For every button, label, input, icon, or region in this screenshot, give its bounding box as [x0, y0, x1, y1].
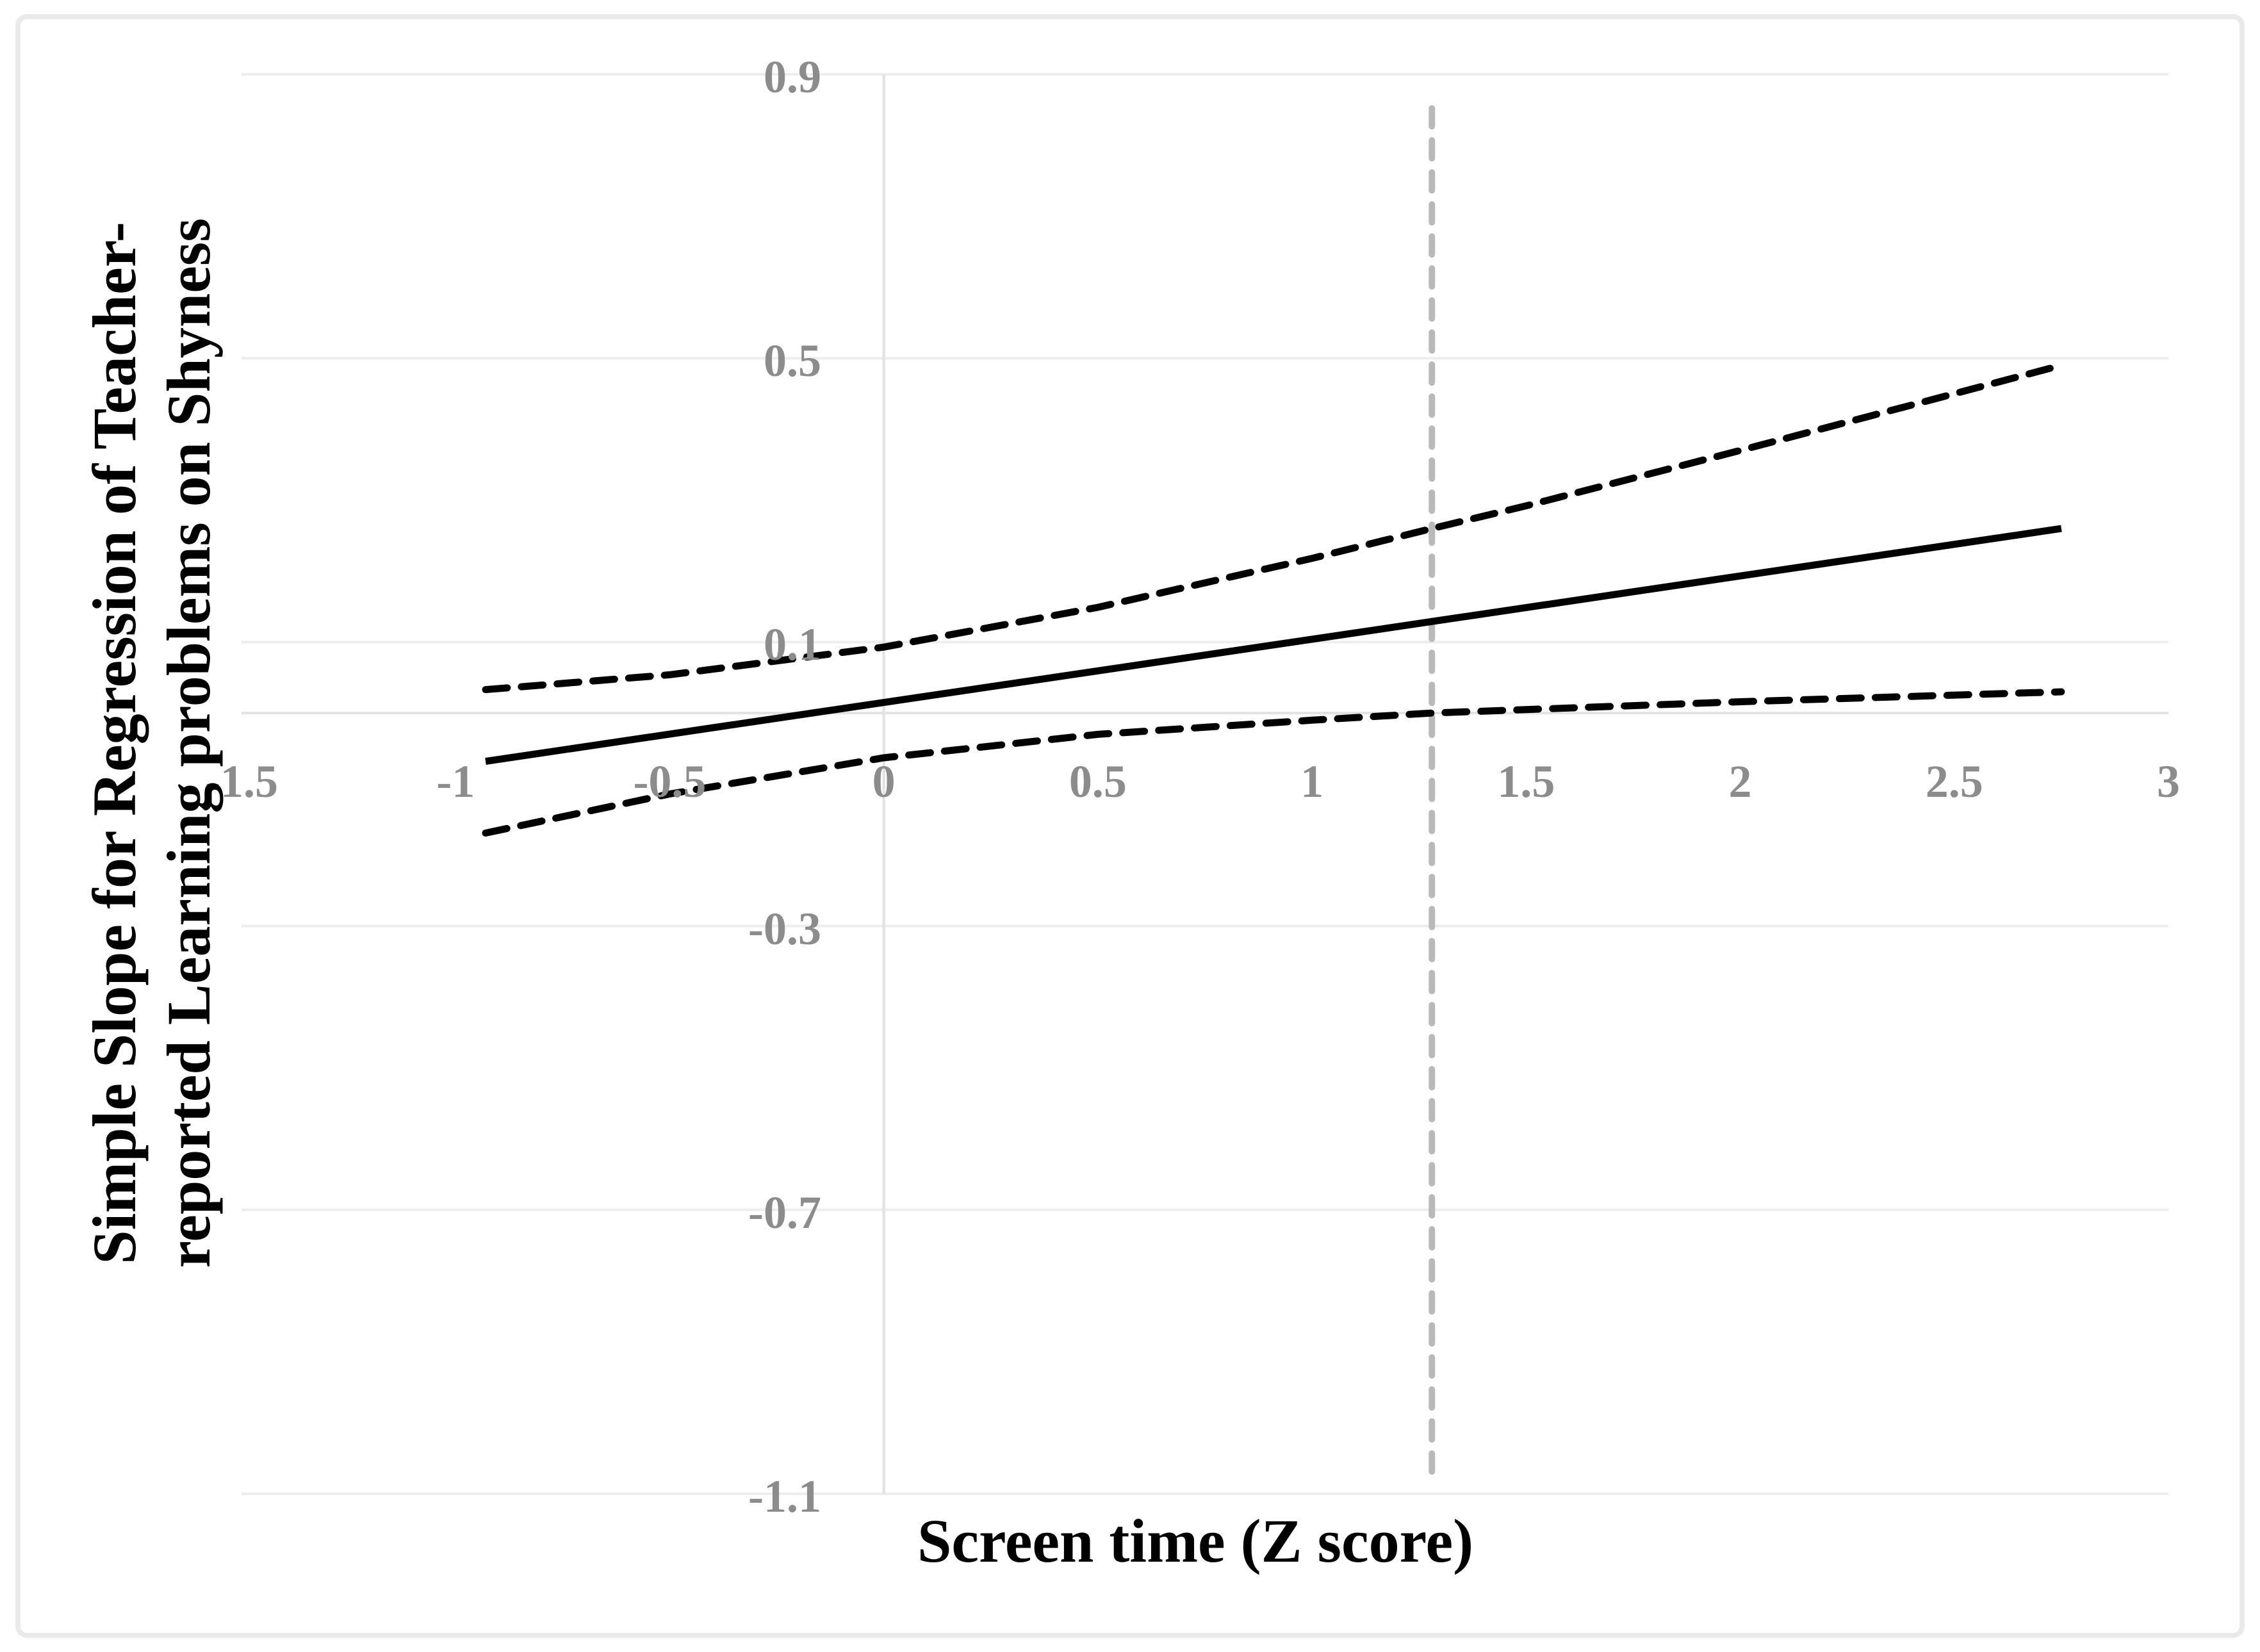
upper-confidence-band [482, 361, 2065, 694]
x-tick-label: 0.5 [1069, 756, 1127, 807]
x-tick-label: 3 [2157, 756, 2180, 807]
x-tick-label: 1 [1300, 756, 1324, 807]
simple-slope-line [485, 525, 2062, 765]
x-tick-label: -0.5 [633, 756, 707, 807]
y-axis-title-line1: Simple Slope for Regression of Teacher- [80, 222, 149, 1264]
x-tick-label: -1 [436, 756, 475, 807]
y-tick-label: -0.7 [748, 1186, 821, 1238]
y-tick-label: -0.3 [748, 903, 821, 954]
lower-confidence-band [482, 688, 2065, 837]
y-tick-label: 0.9 [764, 51, 821, 102]
x-tick-label: -1.5 [205, 756, 278, 807]
y-axis-title-line2: reported Learning problems on Shyness [154, 218, 223, 1268]
x-tick-label: 2 [1728, 756, 1752, 807]
y-tick-label: 0.1 [764, 619, 821, 671]
y-tick-label: -1.1 [748, 1471, 821, 1522]
x-tick-label: 0 [872, 756, 896, 807]
x-axis-title: Screen time (Z score) [917, 1507, 1474, 1575]
x-tick-label: 2.5 [1925, 756, 1983, 807]
y-tick-label: 0.5 [764, 335, 821, 387]
x-tick-label: 1.5 [1497, 756, 1555, 807]
y-axis-title: Simple Slope for Regression of Teacher- … [78, 135, 226, 1352]
